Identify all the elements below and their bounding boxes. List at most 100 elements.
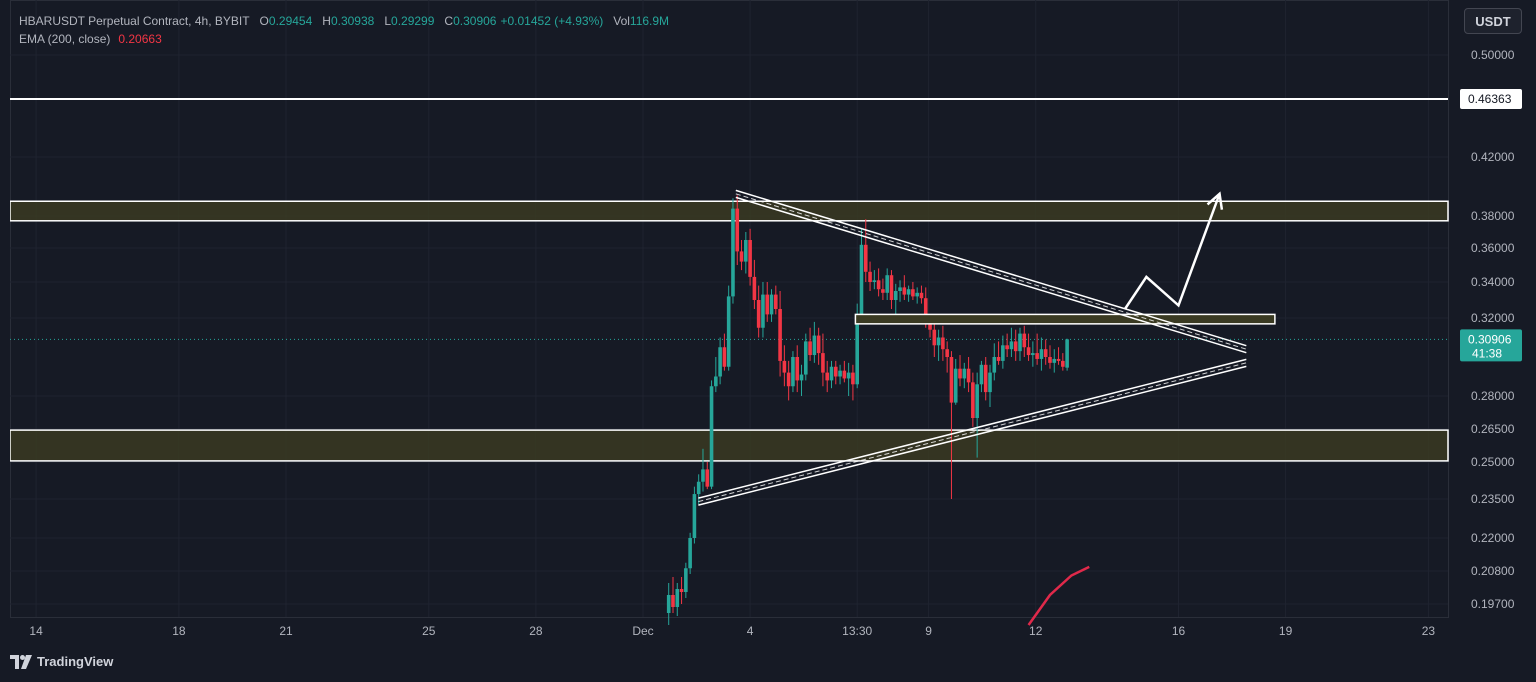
candle-body <box>666 595 671 613</box>
upper-trendline-bottom <box>735 196 1247 354</box>
candle-body <box>739 251 744 262</box>
price-label-box <box>1460 89 1522 109</box>
candle-body <box>962 368 967 379</box>
candle-body <box>885 275 889 293</box>
candle-body <box>949 357 954 403</box>
candle-body <box>928 321 932 330</box>
upper-trendline-mid <box>735 193 1247 350</box>
y-tick-label: 0.22000 <box>1471 531 1515 545</box>
candle-body <box>709 386 714 487</box>
candle-body <box>983 364 988 393</box>
footer-brand[interactable]: TradingView <box>10 654 113 669</box>
countdown-text: 41:38 <box>1472 346 1502 360</box>
candle-body <box>859 244 864 315</box>
candle-body <box>953 368 958 403</box>
candle-body <box>1052 358 1057 363</box>
y-tick-label: 0.34000 <box>1471 275 1515 289</box>
candle-body <box>1065 339 1069 368</box>
plot-border <box>10 0 1449 618</box>
candle-body <box>958 368 962 379</box>
candle-body <box>684 568 688 592</box>
candle-body <box>696 481 701 495</box>
candle-body <box>726 296 731 367</box>
y-tick-label: 0.36000 <box>1471 241 1515 255</box>
close-key: C <box>444 14 454 28</box>
candle-body <box>731 208 735 297</box>
candle-body <box>786 372 791 387</box>
mid-box <box>854 313 1276 325</box>
candle-body <box>966 368 971 383</box>
x-tick-label: 16 <box>1172 624 1186 638</box>
candle-body <box>889 275 894 300</box>
candle-body <box>1018 333 1022 352</box>
current-price-text: 0.30906 <box>1468 332 1512 346</box>
candle-body <box>872 280 877 282</box>
candle-body <box>893 291 898 300</box>
vol-value: 116.9M <box>629 14 670 28</box>
chart-frame[interactable]: 0.50000 0.42000 0.38000 0.36000 0.34000 0.320… <box>10 0 1536 682</box>
candle-body <box>803 341 808 375</box>
candle-body <box>1031 353 1035 356</box>
candle-body <box>881 289 885 293</box>
candle-body <box>752 276 757 300</box>
candle-body <box>1001 345 1005 361</box>
candle-body <box>825 372 830 381</box>
candle-body <box>855 314 859 385</box>
close-value: 0.30906 <box>453 14 497 28</box>
candle-body <box>761 294 765 328</box>
candle-body <box>915 292 919 297</box>
tradingview-logo-icon <box>10 654 32 669</box>
candle-body <box>1043 349 1048 357</box>
candle-body <box>791 357 795 387</box>
y-tick-label: 0.28000 <box>1471 389 1515 403</box>
candle-body <box>906 289 911 295</box>
price-chart[interactable]: 0.50000 0.42000 0.38000 0.36000 0.34000 0.320… <box>10 0 1536 682</box>
ema-label[interactable]: EMA (200, close) <box>19 32 111 46</box>
candle-body <box>718 347 722 377</box>
candle-body <box>971 382 975 418</box>
candle-body <box>851 372 855 385</box>
x-tick-label: 21 <box>279 624 293 638</box>
legend-ema-row: EMA (200, close) 0.20663 <box>19 30 669 48</box>
y-tick-label: 0.23500 <box>1471 492 1515 506</box>
candle-body <box>714 376 718 387</box>
candle-body <box>1005 345 1009 350</box>
current-price-box <box>1460 329 1522 362</box>
candle-body <box>902 287 907 295</box>
chart-legend: HBARUSDT Perpetual Contract, 4h, BYBIT O… <box>19 12 669 48</box>
legend-ohlc-row: HBARUSDT Perpetual Contract, 4h, BYBIT O… <box>19 12 669 30</box>
upper-trendline-top <box>735 189 1247 347</box>
candle-body <box>838 370 842 377</box>
candle-body <box>911 289 915 297</box>
lower-trendline-top <box>698 358 1247 499</box>
candle-body <box>701 469 705 482</box>
candle-body <box>936 337 941 346</box>
candle-body <box>992 357 997 373</box>
candle-body <box>748 240 752 277</box>
low-value: 0.29299 <box>391 14 435 28</box>
x-tick-label: Dec <box>632 624 653 638</box>
candle-body <box>816 335 821 354</box>
symbol-title[interactable]: HBARUSDT Perpetual Contract, 4h, BYBIT <box>19 14 250 28</box>
x-tick-label: 19 <box>1279 624 1293 638</box>
y-tick-label: 0.25000 <box>1471 455 1515 469</box>
candle-body <box>1035 353 1039 359</box>
candle-body <box>988 372 992 393</box>
lower-trendline-mid <box>698 362 1247 503</box>
support-zone <box>10 429 1449 462</box>
candle-body <box>1009 341 1014 350</box>
candle-body <box>756 300 761 328</box>
ema-line <box>1027 565 1090 626</box>
currency-button[interactable]: USDT <box>1464 8 1522 34</box>
high-value: 0.30938 <box>330 14 375 28</box>
candle-body <box>744 240 748 262</box>
candle-body <box>778 309 782 361</box>
candle-body <box>975 384 979 418</box>
y-tick-label: 0.50000 <box>1471 48 1515 62</box>
candles <box>666 195 1069 625</box>
candle-body <box>765 294 770 315</box>
vol-key: Vol <box>613 14 630 28</box>
candle-body <box>923 298 928 322</box>
candle-body <box>876 280 881 290</box>
candle-body <box>671 595 675 607</box>
